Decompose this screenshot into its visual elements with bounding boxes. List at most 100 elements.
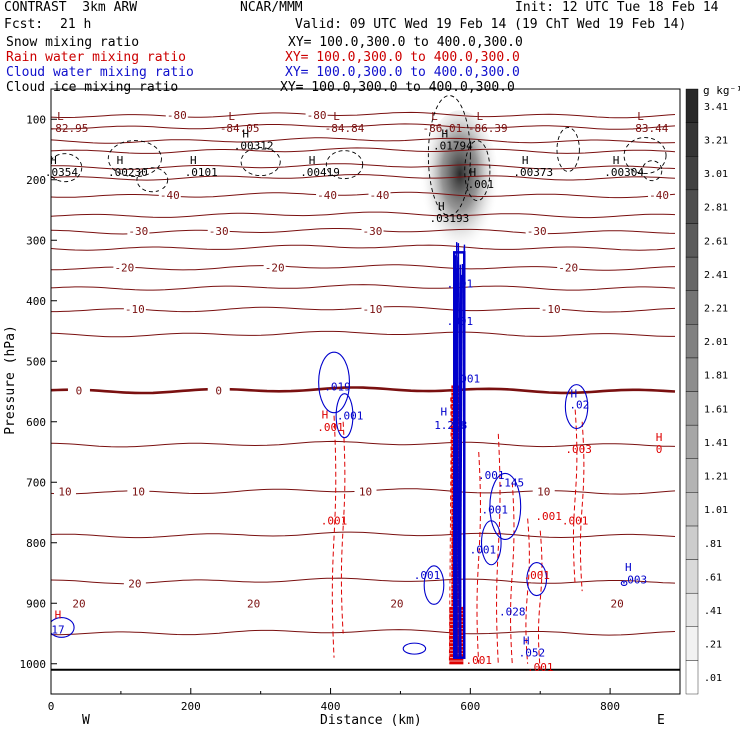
endpoint-west: W [82, 713, 90, 728]
colorbar-label: 1.21 [704, 472, 728, 483]
model-title: CONTRAST 3km ARW [4, 0, 138, 15]
snow-contour [464, 140, 491, 202]
legend-cloud-water-label: Cloud water mixing ratio [6, 65, 194, 80]
isotherm-line [51, 173, 676, 181]
isotherm-label-bg [207, 384, 230, 397]
isotherm-label: -10 [541, 303, 561, 316]
low-marker: L [228, 110, 235, 123]
legend-snow-xy: XY= 100.0,300.0 to 400.0,300.0 [288, 35, 523, 50]
isotherm-line [51, 440, 676, 448]
isotherm-label: -80 [307, 109, 327, 122]
rain-label: H [322, 409, 329, 422]
y-tick-label: 400 [26, 295, 46, 308]
rain-contour [525, 518, 530, 664]
rain-label: .001 [527, 661, 554, 674]
isotherm-label-bg [532, 485, 555, 498]
isotherm-line [51, 629, 676, 636]
snow-high-value: .001 [468, 178, 495, 191]
colorbar-label: 1.61 [704, 404, 728, 415]
snow-contour [427, 95, 471, 217]
cloud-water-contour [480, 520, 502, 566]
cloud-water-contour [402, 642, 427, 655]
colorbar-label: 3.21 [704, 135, 728, 146]
colorbar-label: 2.81 [704, 203, 728, 214]
colorbar-unit: g kg⁻¹ [703, 84, 740, 97]
isotherm-label: -40 [160, 189, 180, 202]
legend-cloud-water-xy: XY= 100.0,300.0 to 400.0,300.0 [285, 65, 520, 80]
isotherm-label-bg [606, 597, 629, 610]
isotherm-label: 0 [76, 384, 83, 397]
isotherm-label-bg [53, 485, 76, 498]
colorbar-swatch [685, 660, 699, 695]
colorbar-label: 2.21 [704, 303, 728, 314]
legend-rain-xy: XY= 100.0,300.0 to 400.0,300.0 [285, 50, 520, 65]
isotherm-label-bg [158, 188, 181, 201]
isotherm-line [51, 111, 676, 119]
isotherm-label-bg [361, 303, 384, 316]
colorbar-label: 1.41 [704, 438, 728, 449]
colorbar-label: 1.01 [704, 505, 728, 516]
snow-high-value: .00419 [300, 166, 340, 179]
rain-contour [340, 421, 346, 634]
legend-cloud-ice-xy: XY= 100.0,300.0 to 400.0,300.0 [280, 80, 515, 95]
rain-core-mark [449, 661, 464, 665]
cloud-water-label: .001 [482, 504, 509, 517]
snow-high-value: .00312 [234, 139, 274, 152]
colorbar-label: 2.41 [704, 270, 728, 281]
forecast-hours: 21 h [60, 17, 92, 32]
isotherm-line [51, 264, 676, 271]
colorbar-swatch [685, 391, 699, 426]
x-tick-label: 200 [181, 700, 201, 713]
isotherm-label: -20 [114, 261, 134, 274]
plot-frame [50, 88, 681, 695]
isotherm-label: -20 [558, 261, 578, 274]
high-marker: H [613, 154, 620, 167]
cloud-water-label: .052 [519, 646, 546, 659]
cloud-water-core [453, 251, 466, 659]
x-axis-title: Distance (km) [320, 713, 422, 728]
high-marker: H [442, 127, 449, 140]
cloud-water-contour [526, 561, 548, 597]
isotherm-label: -40 [370, 189, 390, 202]
rain-label: .001 [523, 569, 550, 582]
cloud-water-contour [51, 617, 75, 638]
colorbar-swatch [685, 458, 699, 493]
colorbar-swatch [685, 559, 699, 594]
cloud-water-label: .001 [478, 469, 505, 482]
colorbar-swatch [685, 592, 699, 627]
cloud-water-label: .028 [499, 605, 526, 618]
snow-high-value: .03193 [429, 212, 469, 225]
high-marker: H [470, 166, 477, 179]
isotherm-label: -30 [527, 225, 547, 238]
rain-contour [572, 409, 578, 586]
y-tick-label: 700 [26, 476, 46, 489]
high-marker: H [438, 200, 445, 213]
isotherm-label: -40 [649, 189, 669, 202]
rain-contour [476, 451, 481, 664]
isotherm-label: -30 [128, 225, 148, 238]
colorbar-swatch [685, 357, 699, 392]
isotherm-label-bg [67, 597, 90, 610]
low-marker: L [57, 110, 64, 123]
tropopause-low-value: -86.01 [423, 122, 463, 135]
cloud-water-contour [620, 580, 628, 587]
isotherm-line [51, 211, 676, 219]
colorbar-label: 1.81 [704, 371, 728, 382]
cloud-water-label: .145 [498, 476, 525, 489]
isotherm-label-bg [557, 261, 580, 274]
colorbar-label: .01 [704, 673, 722, 684]
isotherm-label-bg [165, 109, 188, 122]
init-time: Init: 12 UTC Tue 18 Feb 14 [515, 0, 719, 15]
high-marker: H [522, 154, 529, 167]
snow-high-value: .00304 [604, 166, 644, 179]
colorbar-swatch [685, 256, 699, 291]
x-tick-label: 800 [600, 700, 620, 713]
isotherm-line [51, 531, 676, 539]
snow-contour [623, 137, 667, 175]
isotherm-label: 20 [610, 597, 623, 610]
rain-label: .001 [562, 515, 589, 528]
isotherm-label-bg [123, 303, 146, 316]
cloud-water-label: H [570, 388, 577, 401]
